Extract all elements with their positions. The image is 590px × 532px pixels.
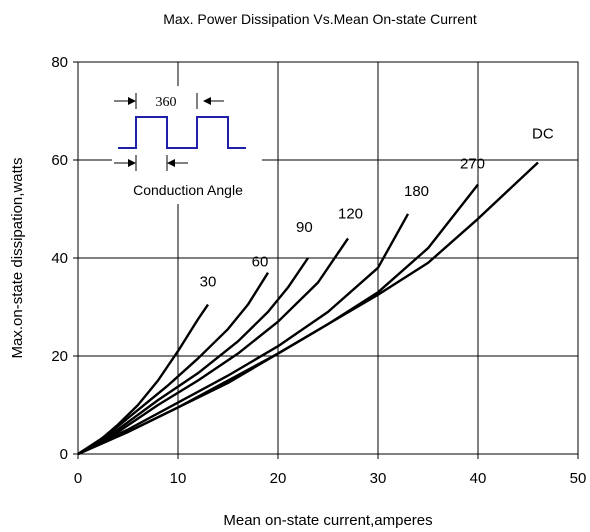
x-tick-label: 20 — [270, 470, 287, 487]
y-tick-label: 20 — [51, 348, 68, 365]
y-axis-ticks: 0 20 40 60 80 — [51, 54, 78, 463]
series-label-90: 90 — [296, 219, 313, 236]
y-tick-label: 60 — [51, 152, 68, 169]
inset-period-label: 360 — [156, 95, 177, 110]
conduction-angle-inset: 360 Conduction Angle — [112, 86, 262, 204]
x-tick-label: 10 — [170, 470, 187, 487]
series-label-60: 60 — [252, 254, 269, 271]
y-tick-label: 40 — [51, 250, 68, 267]
series-label-120: 120 — [338, 205, 363, 222]
x-tick-label: 50 — [570, 470, 587, 487]
y-tick-label: 0 — [60, 446, 68, 463]
inset-period-arrowhead-right — [203, 97, 211, 105]
inset-waveform — [118, 116, 246, 149]
inset-angle-arrowhead-left — [128, 159, 136, 167]
x-axis-ticks: 0 10 20 30 40 50 — [74, 454, 587, 487]
x-tick-label: 40 — [470, 470, 487, 487]
series-labels: 30 60 90 120 180 270 DC — [200, 125, 554, 290]
inset-caption: Conduction Angle — [133, 182, 243, 198]
y-tick-label: 80 — [51, 54, 68, 71]
series-lines — [77, 161, 539, 456]
x-tick-label: 0 — [74, 470, 82, 487]
series-line-90 — [77, 257, 309, 456]
y-axis-title: Max.on-state dissipation,watts — [9, 158, 26, 359]
series-line-dc — [77, 161, 539, 456]
series-label-180: 180 — [404, 183, 429, 200]
series-line-120 — [77, 237, 349, 456]
series-line-180 — [77, 213, 410, 456]
x-axis-title: Mean on-state current,amperes — [223, 512, 432, 529]
series-label-dc: DC — [532, 125, 554, 142]
series-line-60 — [77, 272, 270, 456]
chart-title: Max. Power Dissipation Vs.Mean On-state … — [163, 11, 477, 27]
series-label-30: 30 — [200, 274, 217, 291]
inset-period-arrowhead-left — [128, 97, 136, 105]
x-tick-label: 30 — [370, 470, 387, 487]
inset-angle-arrowhead-right — [167, 159, 175, 167]
series-label-270: 270 — [460, 156, 485, 173]
